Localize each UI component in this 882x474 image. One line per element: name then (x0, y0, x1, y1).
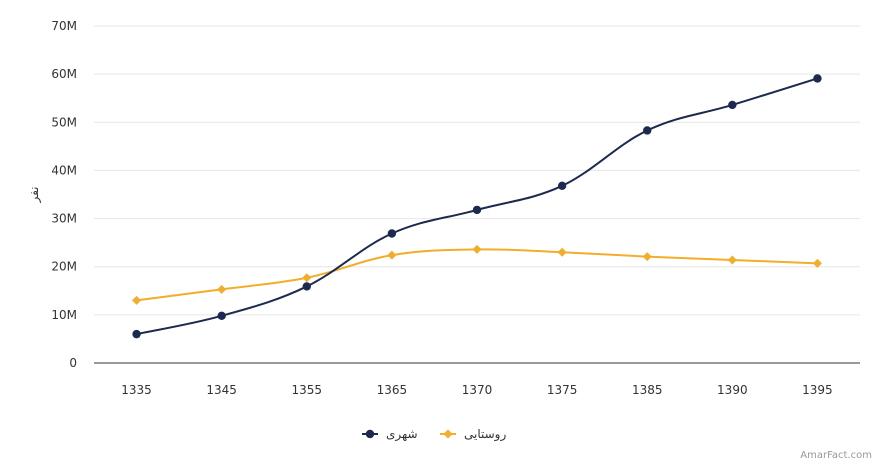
y-tick-label: 50M (51, 115, 77, 129)
series-lines (132, 74, 822, 339)
data-point (132, 329, 141, 339)
y-tick-label: 70M (51, 19, 77, 33)
y-tick-label: 10M (51, 308, 77, 322)
y-tick-label: 20M (51, 260, 77, 274)
grid-lines (94, 25, 860, 316)
series-0 (132, 74, 822, 339)
data-point (302, 273, 312, 283)
data-point (642, 252, 652, 262)
x-tick-label: 1355 (292, 383, 323, 397)
data-point (813, 74, 822, 83)
x-tick-label: 1345 (206, 383, 237, 397)
data-point (643, 126, 652, 135)
data-point (472, 205, 482, 215)
legend-label: شهری (386, 427, 418, 442)
y-tick-label: 30M (51, 212, 77, 226)
data-point (132, 295, 142, 305)
credit-text[interactable]: AmarFact.com (800, 450, 872, 461)
series-1 (132, 244, 822, 305)
series-line (136, 248, 818, 302)
legend-item-1[interactable]: روستایی (440, 427, 506, 442)
data-point (557, 247, 567, 257)
legend-item-0[interactable]: شهری (362, 427, 418, 442)
x-tick-label: 1375 (547, 383, 578, 397)
data-point (727, 255, 737, 265)
data-point (387, 229, 397, 238)
data-point (812, 258, 822, 268)
x-tick-label: 1390 (717, 383, 748, 397)
data-point (217, 284, 227, 294)
data-point (472, 244, 482, 254)
data-point (217, 311, 226, 321)
legend[interactable]: شهری روستایی (362, 427, 506, 442)
data-point (728, 100, 737, 110)
x-tick-label: 1365 (377, 383, 408, 397)
x-tick-label: 1370 (462, 383, 493, 397)
y-tick-label: 60M (51, 67, 77, 81)
y-tick-label: 40M (51, 163, 77, 177)
axes: 0 10M 20M 30M 40M 50M 60M 70M 1335 1345 1355 1365 13… (51, 19, 860, 397)
y-axis-label: نفر (27, 186, 42, 203)
x-tick-label: 1395 (802, 383, 833, 397)
data-point (302, 282, 311, 291)
data-point (387, 250, 397, 260)
legend-marker (443, 429, 453, 439)
legend-label: روستایی (464, 427, 506, 442)
y-tick-label: 0 (69, 356, 77, 370)
legend-marker (365, 429, 375, 439)
data-point (557, 181, 567, 191)
x-tick-label: 1335 (121, 383, 152, 397)
x-tick-label: 1385 (632, 383, 663, 397)
